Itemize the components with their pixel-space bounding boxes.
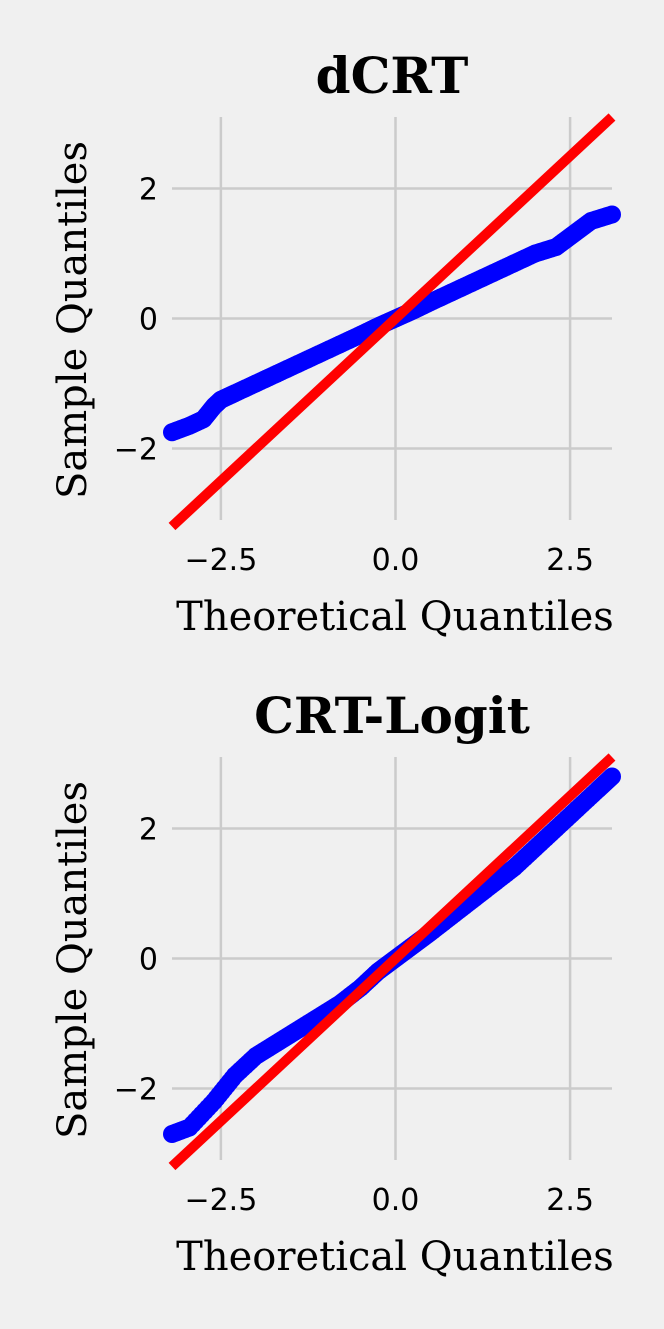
y-axis-label: Sample Quantiles [50,141,96,499]
reference-line [168,113,616,531]
x-tick-label: 0.0 [372,543,420,578]
reference-line-segment [168,113,616,531]
panel-crt-logit: CRT-Logit Sample Quantiles Theoretical Q… [50,686,621,1280]
x-axis-label: Theoretical Quantiles [176,1234,614,1280]
x-tick-label: 2.5 [546,543,594,578]
y-tick-label: 0 [139,303,158,338]
data-point [603,767,621,786]
reference-line [168,753,616,1171]
x-tick-label: −2.5 [184,1183,257,1218]
x-axis-label: Theoretical Quantiles [176,594,614,640]
y-tick-label: −2 [114,1073,158,1108]
tick-labels: −2.5 0.0 2.5 −2 0 2 [114,813,594,1219]
x-tick-label: −2.5 [184,543,257,578]
y-tick-label: 2 [139,173,158,208]
y-tick-label: 2 [139,813,158,848]
data-point [603,205,621,224]
y-tick-label: 0 [139,943,158,978]
y-tick-label: −2 [114,433,158,468]
reference-line-segment [168,753,616,1171]
x-tick-label: 2.5 [546,1183,594,1218]
chart-title: CRT-Logit [254,686,530,745]
x-tick-label: 0.0 [372,1183,420,1218]
panel-dcrt: dCRT Sample Quantiles Theoretical Quanti… [50,46,621,640]
y-axis-label: Sample Quantiles [50,781,96,1139]
chart-title: dCRT [316,46,469,105]
tick-labels: −2.5 0.0 2.5 −2 0 2 [114,173,594,579]
